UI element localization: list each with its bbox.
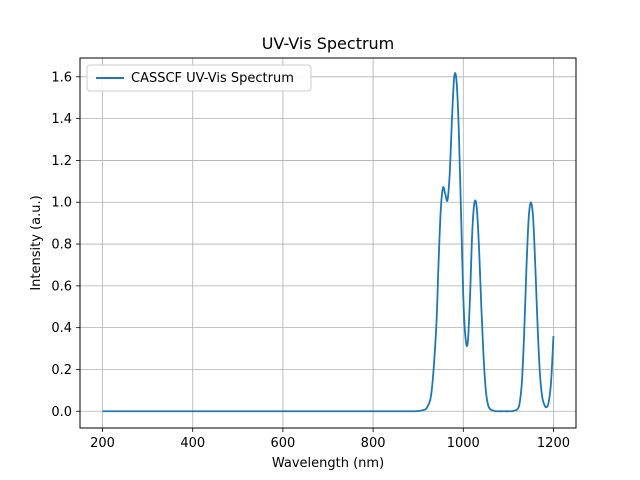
plot-frame [79,57,577,429]
y-tick-label: 0.6 [51,279,72,294]
x-tick-label: 1000 [447,436,480,451]
y-axis-label: Intensity (a.u.) [29,195,44,290]
axis-ticks: 200 400 600 800 1000 1200 0.0 0.2 0.4 0.6 0.8 1.0 1.… [51,70,570,451]
legend-label: CASSCF UV-Vis Spectrum [131,71,294,86]
x-tick-label: 600 [270,436,295,451]
y-tick-label: 1.2 [51,154,72,169]
x-axis-label: Wavelength (nm) [272,456,384,471]
y-tick-label: 0.2 [51,363,72,378]
chart-title: UV-Vis Spectrum [262,34,395,53]
series-layer [102,72,555,413]
y-tick-label: 0.0 [51,405,72,420]
y-tick-label: 1.0 [51,196,72,211]
x-tick-label: 400 [180,436,205,451]
y-tick-label: 1.6 [51,70,72,85]
legend-box [86,64,312,92]
x-tick-label: 800 [361,436,386,451]
x-tick-label: 200 [90,436,115,451]
x-tick-label: 1200 [537,436,570,451]
series-line-0 [102,72,555,413]
legend: CASSCF UV-Vis Spectrum [86,64,312,92]
grid [80,58,576,428]
y-tick-label: 0.4 [51,321,72,336]
y-tick-label: 0.8 [51,238,72,253]
y-tick-label: 1.4 [51,112,72,127]
